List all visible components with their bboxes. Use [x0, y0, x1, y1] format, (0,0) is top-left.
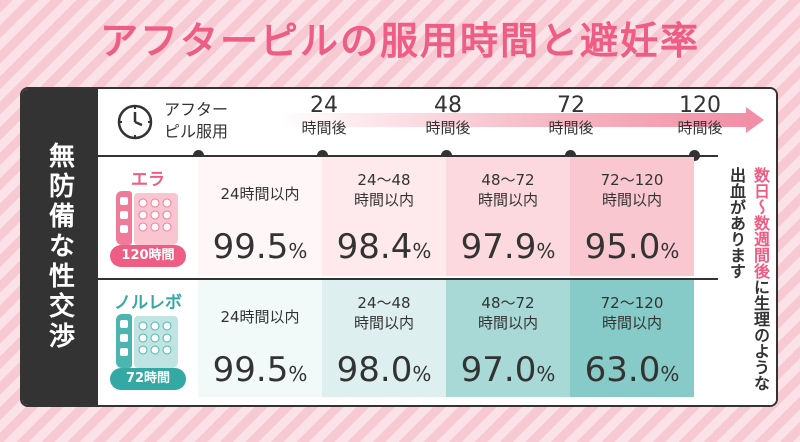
- pill-name: エラ: [131, 170, 165, 190]
- table-cell: 48〜72 時間以内 97.0%: [446, 280, 570, 397]
- note-text: 数日〜数週間後に生理のような出血があります: [727, 167, 770, 391]
- side-label: 無防備な性交渉: [22, 89, 98, 405]
- pill-name: ノルレボ: [114, 293, 182, 313]
- comparison-table: 無防備な性交渉 アフター ピル服用 24 時間後 48: [20, 87, 778, 407]
- duration-badge: 72時間: [110, 368, 186, 390]
- table-cell: 24〜48 時間以内 98.4%: [322, 157, 446, 276]
- tick-120: 120 時間後: [677, 93, 723, 137]
- tick-48: 48 時間後: [425, 93, 471, 137]
- tick-24: 24 時間後: [301, 93, 347, 137]
- timeline-dot: [317, 150, 328, 161]
- timeline-label: アフター ピル服用: [164, 100, 229, 141]
- table-row-ella: エラ 120時間 24時間以内 99.5%: [98, 157, 776, 276]
- timeline-dot: [193, 150, 204, 161]
- page-title: アフターピルの服用時間と避妊率: [99, 19, 700, 63]
- pill-pack-icon: [116, 191, 178, 245]
- duration-badge: 120時間: [110, 245, 186, 267]
- pill-info: エラ 120時間: [98, 157, 198, 276]
- timeline-dot: [689, 150, 700, 161]
- clock-icon: [117, 104, 153, 140]
- tick-72: 72 時間後: [548, 93, 594, 137]
- table-cell: 72〜120 時間以内 95.0%: [570, 157, 694, 276]
- table-cell: 24〜48 時間以内 98.0%: [322, 280, 446, 397]
- table-cell: 72〜120 時間以内 63.0%: [570, 280, 694, 397]
- timeline-dot: [565, 150, 576, 161]
- timeline-dot: [441, 150, 452, 161]
- table-cell: 24時間以内 99.5%: [198, 157, 322, 276]
- table-cell: 24時間以内 99.5%: [198, 280, 322, 397]
- table-row-norlevo: ノルレボ 72時間 24時間以内 99.5%: [98, 278, 776, 397]
- pill-pack-icon: [116, 314, 178, 368]
- timeline-header: アフター ピル服用 24 時間後 48 時間後 72 時間後 120 時間後: [98, 89, 776, 155]
- arrowhead-icon: [746, 107, 764, 133]
- timeline-arrow: [278, 113, 748, 127]
- timeline-divider: [98, 155, 718, 157]
- note-box: 数日〜数週間後に生理のような出血があります: [718, 157, 776, 405]
- table-cell: 48〜72 時間以内 97.9%: [446, 157, 570, 276]
- pill-info: ノルレボ 72時間: [98, 280, 198, 397]
